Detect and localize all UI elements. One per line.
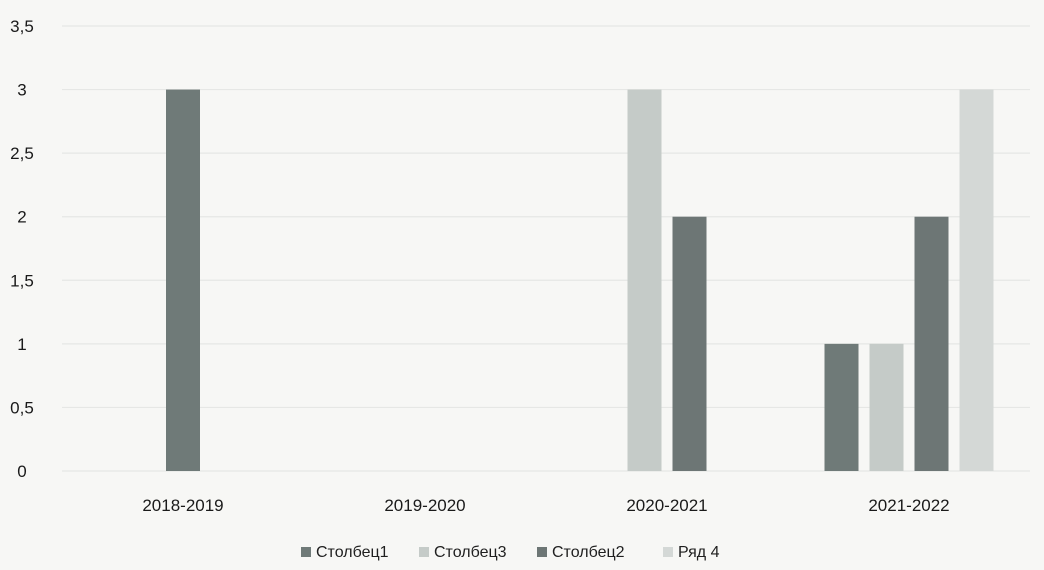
- legend-label: Столбец1: [316, 544, 389, 561]
- legend: Столбец1 Столбец3 Столбец2 Ряд 4: [301, 544, 720, 561]
- y-tick-label: 2: [17, 208, 26, 227]
- legend-item: Столбец3: [419, 544, 507, 561]
- y-tick-label: 3: [17, 81, 26, 100]
- bar-ряд-4: [959, 89, 994, 472]
- legend-swatch: [663, 547, 673, 557]
- bar-столбец2: [672, 216, 707, 471]
- gridlines: [62, 25, 1030, 472]
- x-tick-label: 2021-2022: [868, 496, 949, 515]
- bars: [166, 89, 994, 472]
- legend-swatch: [301, 547, 311, 557]
- bar-столбец1: [166, 89, 200, 472]
- legend-label: Столбец3: [434, 544, 507, 561]
- legend-item: Ряд 4: [663, 544, 720, 561]
- y-tick-label: 2,5: [10, 144, 34, 163]
- x-axis-ticks: 2018-2019 2019-2020 2020-2021 2021-2022: [142, 496, 949, 515]
- x-tick-label: 2019-2020: [384, 496, 465, 515]
- y-axis-ticks: 0 0,5 1 1,5 2 2,5 3 3,5: [10, 17, 34, 481]
- bar-столбец2: [914, 216, 949, 471]
- legend-item: Столбец1: [301, 544, 389, 561]
- bar-столбец3: [869, 343, 904, 471]
- legend-label: Ряд 4: [678, 544, 720, 561]
- bar-столбец1: [824, 343, 859, 471]
- legend-item: Столбец2: [537, 544, 625, 561]
- y-tick-label: 1,5: [10, 271, 34, 290]
- x-tick-label: 2018-2019: [142, 496, 223, 515]
- x-tick-label: 2020-2021: [626, 496, 707, 515]
- y-tick-label: 3,5: [10, 17, 34, 36]
- legend-swatch: [419, 547, 429, 557]
- legend-label: Столбец2: [552, 544, 625, 561]
- y-tick-label: 0: [17, 462, 26, 481]
- bar-столбец3: [627, 89, 662, 472]
- y-tick-label: 1: [17, 335, 26, 354]
- y-tick-label: 0,5: [10, 398, 34, 417]
- legend-swatch: [537, 547, 547, 557]
